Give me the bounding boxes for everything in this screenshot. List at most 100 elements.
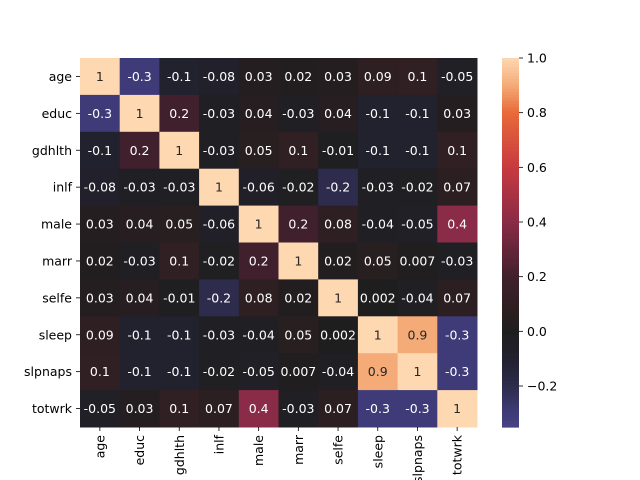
row-label: educ <box>42 106 73 121</box>
cell-value-label: 0.04 <box>126 290 154 305</box>
heatmap-cell <box>397 390 438 428</box>
heatmap-cell <box>278 279 319 317</box>
heatmap-cell <box>357 168 399 207</box>
row-label: inlf <box>53 180 73 195</box>
colorbar-segment <box>502 113 519 118</box>
heatmap-cell <box>238 316 279 354</box>
heatmap-cell <box>437 242 478 280</box>
heatmap-cell <box>238 279 279 317</box>
colorbar-segment <box>502 107 519 111</box>
row-label: marr <box>42 253 73 268</box>
heatmap-cell <box>318 390 359 428</box>
cell-value-label: 0.04 <box>126 217 154 232</box>
heatmap-cell <box>278 316 319 354</box>
cell-value-label: 1 <box>374 327 382 342</box>
column-label: sleep <box>370 435 385 468</box>
cell-value-label: -0.1 <box>127 327 151 342</box>
colorbar-tick-label: −0.2 <box>527 379 557 394</box>
colorbar-segment <box>502 340 519 345</box>
cell-value-label: 0.1 <box>169 253 189 268</box>
colorbar-segment <box>502 273 519 277</box>
colorbar-segment <box>502 396 519 400</box>
heatmap-cell <box>159 353 200 391</box>
colorbar-segment <box>502 181 519 185</box>
cell-value-label: 1 <box>294 253 302 268</box>
heatmap-cell <box>437 168 478 207</box>
heatmap-cell <box>119 316 160 354</box>
heatmap-cell <box>397 316 438 354</box>
colorbar-segment <box>502 282 519 287</box>
heatmap-cell <box>159 168 200 207</box>
cell-value-label: 0.9 <box>368 364 388 379</box>
cell-value-label: 0.007 <box>400 253 436 268</box>
cell-value-label: -0.03 <box>282 401 314 416</box>
heatmap-cell <box>238 390 279 428</box>
cell-value-label: 0.07 <box>205 401 233 416</box>
heatmap-cell <box>357 205 399 243</box>
heatmap-cell <box>278 390 319 428</box>
cell-value-label: -0.02 <box>203 253 235 268</box>
cell-value-label: -0.02 <box>282 180 314 195</box>
colorbar-segment <box>502 313 519 317</box>
heatmap-cell <box>278 131 319 170</box>
colorbar-tick-label: 0.0 <box>527 324 547 339</box>
heatmap-cell <box>199 168 240 207</box>
cell-value-label: 0.08 <box>245 290 273 305</box>
row-label: age <box>49 69 73 84</box>
heatmap-cell <box>397 242 438 280</box>
cell-value-label: 0.4 <box>249 401 269 416</box>
cell-value-label: -0.04 <box>322 364 354 379</box>
colorbar-segment <box>502 393 519 397</box>
colorbar-segment <box>502 220 519 225</box>
heatmap-cell <box>278 58 319 96</box>
colorbar-segment <box>502 365 519 370</box>
row-label: gdhlth <box>32 143 72 158</box>
cell-value-label: 0.03 <box>443 106 471 121</box>
colorbar-segment <box>502 64 519 68</box>
heatmap-cell <box>80 390 121 428</box>
colorbar-segment <box>502 208 519 213</box>
heatmap-cell <box>238 58 279 96</box>
heatmap-cell <box>397 353 438 391</box>
colorbar-segment <box>502 110 519 114</box>
cell-value-label: 0.1 <box>90 364 110 379</box>
row-labels: age educ gdhlth inlf male marr selfe sleep slpna… <box>24 69 80 416</box>
heatmap-cell <box>80 131 121 170</box>
cell-value-label: 0.007 <box>280 364 316 379</box>
cell-value-label: -0.03 <box>441 253 473 268</box>
colorbar-segment <box>502 214 519 219</box>
cell-value-label: -0.1 <box>127 364 151 379</box>
heatmap-cell <box>397 279 438 317</box>
cell-value-label: -0.3 <box>405 401 429 416</box>
colorbar-segment <box>502 94 519 99</box>
heatmap-cell <box>119 242 160 280</box>
cell-value-label: 0.002 <box>320 327 356 342</box>
colorbar-segment <box>502 408 519 413</box>
heatmap-cell <box>159 279 200 317</box>
cell-value-label: -0.06 <box>242 180 274 195</box>
heatmap-cell <box>159 58 200 96</box>
colorbar-segment <box>502 224 519 228</box>
colorbar-segment <box>502 390 519 394</box>
heatmap-cell <box>159 242 200 280</box>
cell-value-label: -0.1 <box>366 106 390 121</box>
colorbar-segment <box>502 288 519 293</box>
colorbar-segment <box>502 153 519 157</box>
cell-value-label: 1 <box>96 69 104 84</box>
heatmap-cell <box>357 390 399 428</box>
cell-value-label: 0.05 <box>245 143 273 158</box>
colorbar-segment <box>502 119 519 124</box>
colorbar-tick-label: 1.0 <box>527 51 547 66</box>
colorbar-segment <box>502 402 519 407</box>
heatmap-cell <box>397 168 438 207</box>
row-label: selfe <box>42 290 72 305</box>
colorbar-segment <box>502 177 519 182</box>
colorbar-segment <box>502 347 519 351</box>
heatmap-cell <box>357 131 399 170</box>
heatmap-cell <box>199 131 240 170</box>
colorbar-segment <box>502 362 519 367</box>
heatmap-cell <box>357 353 399 391</box>
cell-value-label: 0.1 <box>288 143 308 158</box>
colorbar-segment <box>502 414 519 419</box>
heatmap-cell <box>80 242 121 280</box>
